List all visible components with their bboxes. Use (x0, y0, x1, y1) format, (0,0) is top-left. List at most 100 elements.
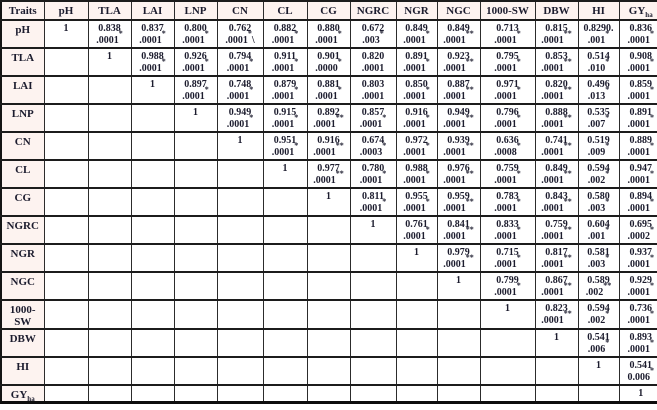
trait-label: NGR (10, 248, 35, 260)
correlation-value: 0.636 (496, 135, 519, 146)
correlation-value: 1 (326, 191, 331, 202)
correlation-value: 1 (456, 275, 461, 286)
cell-CG-NGRC: 0.811.0001* (349, 187, 397, 217)
p-value: .0001* (494, 253, 521, 271)
correlation-value: 0.880 (317, 23, 340, 34)
p-value: .0001* (359, 169, 387, 187)
cell-CG-CL (262, 187, 308, 217)
table-row-1000-SW: 1000-SW 1 0.823.0001** 0.594.002* 0.736.0001… (0, 299, 657, 330)
cell-GY-GY: 1 (618, 384, 657, 404)
table-row-CN: CN 1 0.951.0001* 0.916.0001** 0.674.0003* 0.9… (0, 131, 657, 161)
cell-HI-pH (43, 356, 89, 386)
cell-NGC-HI: 0.589.002** (577, 271, 620, 301)
cell-LAI-NGR: 0.850.0001* (395, 75, 438, 105)
cell-LNP-1000-SW: 0.796.0001* (479, 103, 536, 133)
correlation-value: 0.850 (405, 79, 428, 90)
col-header-DBW: DBW (534, 0, 579, 21)
cell-NGRC-DBW: 0.759.0001** (534, 215, 579, 245)
p-value: .0001* (494, 281, 521, 299)
p-value: .0001* (627, 57, 655, 75)
correlation-value: 0.857 (361, 107, 385, 118)
correlation-value: 1 (150, 79, 155, 90)
p-value: .0001* (359, 197, 387, 215)
p-value: .0001* (627, 85, 655, 103)
trait-label: HI (16, 361, 30, 373)
cell-CL-CN (216, 159, 264, 189)
p-value: .0001** (541, 29, 572, 47)
p-value: .0001* (315, 29, 342, 47)
correlation-value: 0.795 (496, 51, 519, 62)
cell-DBW-NGR (395, 328, 438, 358)
p-value: .0001* (627, 309, 655, 327)
cell-LAI-CG: 0.881.0001* (306, 75, 351, 105)
correlation-value: 1 (505, 303, 510, 314)
p-value: .0001** (541, 85, 572, 103)
cell-LAI-pH (43, 75, 89, 105)
cell-pH-LAI: 0.837.0001* (130, 19, 175, 49)
p-value: .0001* (494, 225, 521, 243)
cell-CG-HI: 0.580.003* (577, 187, 620, 217)
cell-NGC-CN (216, 271, 264, 301)
cell-CL-NGR: 0.988.0001* (395, 159, 438, 189)
p-value: .0001* (627, 141, 655, 159)
cell-CN-DBW: 0.741.0001** (534, 131, 579, 161)
trait-label: GY (628, 4, 646, 17)
correlation-value: 0.514 (587, 51, 610, 62)
cell-HI-CN (216, 356, 264, 386)
correlation-value: 0.780 (361, 163, 385, 174)
correlation-value: 0.908 (629, 51, 653, 62)
correlation-value: 0.811 (362, 191, 384, 202)
correlation-value: 1 (370, 219, 376, 230)
cell-NGC-LAI (130, 271, 175, 301)
cell-DBW-NGC (436, 328, 481, 358)
cell-NGR-NGRC (349, 243, 397, 273)
p-value: .0001* (627, 113, 655, 131)
p-value: .007* (587, 113, 610, 131)
correlation-value: 0.841 (447, 219, 470, 230)
cell-NGR-NGC: 0.979.0001** (436, 243, 481, 273)
p-value: .0001* (403, 169, 430, 187)
cell-pH-pH: 1 (43, 19, 89, 49)
p-value: .0001* (182, 85, 209, 103)
cell-TLA-pH (43, 47, 89, 77)
cell-DBW-CL (262, 328, 308, 358)
cell-DBW-LNP (173, 328, 218, 358)
p-value: .0001* (182, 29, 209, 47)
trait-label: HI (592, 4, 605, 17)
cell-GY-TLA (87, 384, 132, 404)
table-row-GY: GYha 1 (0, 384, 657, 404)
corner-header-traits: Traits (0, 0, 45, 21)
p-value: .010* (587, 57, 610, 75)
p-value: .0001** (313, 113, 344, 131)
cell-GY-CG (306, 384, 351, 404)
cell-1000-SW-GY: 0.736.0001* (618, 299, 657, 330)
col-header-NGRC: NGRC (349, 0, 397, 21)
cell-1000-SW-CG (306, 299, 351, 330)
cell-CL-1000-SW: 0.759.0001* (479, 159, 536, 189)
cell-pH-NGC: 0.849.0001** (436, 19, 481, 49)
cell-GY-NGRC (349, 384, 397, 404)
correlation-value: 0.897 (184, 79, 207, 90)
correlation-value: 0.949 (447, 107, 470, 118)
p-value: .0001* (96, 29, 123, 47)
p-value: .0001* (403, 29, 430, 47)
col-header-HI: HI (577, 0, 620, 21)
cell-NGRC-CL (262, 215, 308, 245)
cell-NGRC-NGRC: 1 (349, 215, 397, 245)
correlation-value: 0.888 (545, 107, 568, 118)
cell-NGRC-NGR: 0.761.0001* (395, 215, 438, 245)
table-row-LAI: LAI 1 0.897.0001* 0.748.0001* 0.879.0001* 0.8… (0, 75, 657, 105)
cell-CL-TLA (87, 159, 132, 189)
correlation-value: 0.939 (447, 135, 470, 146)
cell-NGC-1000-SW: 0.799.0001* (479, 271, 536, 301)
cell-LAI-TLA (87, 75, 132, 105)
cell-CN-TLA (87, 131, 132, 161)
correlation-value: 0.988 (141, 51, 164, 62)
trait-label: CL (277, 4, 293, 17)
cell-NGC-pH (43, 271, 89, 301)
cell-LNP-HI: 0.535.007* (577, 103, 620, 133)
correlation-value: 0.736 (629, 303, 653, 314)
cell-CG-NGC: 0.959.0001** (436, 187, 481, 217)
table-row-TLA: TLA 1 0.988.0001* 0.926.0001* 0.794.0001* 0.9… (0, 47, 657, 77)
cell-GY-LNP (173, 384, 218, 404)
